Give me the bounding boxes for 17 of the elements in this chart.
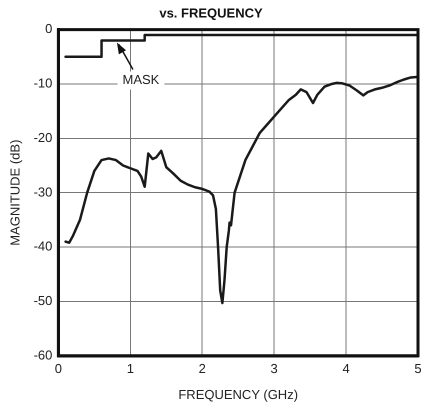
y-tick-label: -50 [34,293,52,308]
y-tick-label: 0 [45,21,52,36]
x-tick-label: 1 [126,361,134,376]
annotation: MASK [122,72,160,88]
x-tick-label: 0 [54,361,62,376]
x-axis-title: FREQUENCY (GHz) [178,386,298,402]
y-tick-label: -60 [34,347,52,362]
x-tick-label: 4 [342,361,350,376]
y-tick-label: -40 [34,238,52,254]
y-tick-label: -30 [34,184,52,200]
y-tick-label: -10 [34,76,52,91]
x-tick-label: 3 [270,361,278,376]
x-tick-label: 5 [414,361,422,376]
chart-title: vs. FREQUENCY [159,5,263,20]
x-tick-label: 2 [198,361,206,376]
y-axis-title: MAGNITUDE (dB) [7,140,22,246]
y-tick-label: -20 [34,130,52,145]
